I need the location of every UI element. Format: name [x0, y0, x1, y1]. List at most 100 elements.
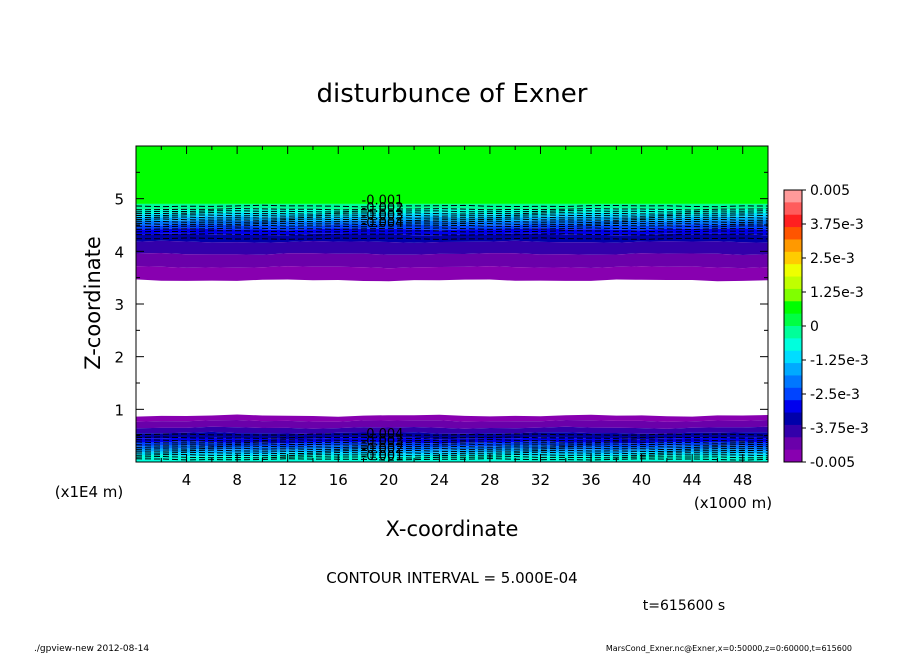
contour-line [135, 220, 769, 224]
colorbar-swatch [784, 264, 802, 278]
colorbar-tick-label: 3.75e-3 [810, 217, 864, 233]
x-tick-label: 44 [683, 471, 702, 489]
colorbar-swatch [784, 214, 802, 228]
colorbar-swatch [784, 276, 802, 290]
contour-line [135, 453, 769, 457]
contour-band [136, 420, 768, 429]
x-unit-label: (x1000 m) [694, 494, 772, 512]
y-tick-label: 3 [114, 296, 124, 314]
contour-band [136, 240, 768, 255]
contour-line [135, 218, 768, 222]
y-unit-label: (x1E4 m) [55, 483, 124, 501]
contour-band [136, 451, 768, 457]
colorbar-tick-label: 0 [810, 319, 819, 335]
x-tick-label: 4 [182, 471, 192, 489]
contour-label: -0.003 [362, 434, 404, 449]
contour-band [136, 233, 768, 243]
contour-band [136, 414, 768, 422]
contour-interval-text: CONTOUR INTERVAL = 5.000E-04 [326, 569, 577, 587]
colorbar-tick-label: 2.5e-3 [810, 251, 855, 267]
region-zero [136, 146, 768, 204]
x-tick-label: 40 [632, 471, 651, 489]
contour-line [135, 216, 769, 219]
contour-label: -0.002 [362, 442, 404, 457]
contour-label: -0.001 [362, 194, 404, 209]
contour-line [136, 449, 769, 453]
contour-band [136, 448, 768, 454]
colorbar: 0.005 3.75e-3 2.5e-3 1.25e-3 0 -1.25e-3 -2.5e-… [783, 183, 869, 471]
footer-right: MarsCond_Exner.nc@Exner,x=0:50000,z=0:60… [606, 644, 852, 653]
x-tick-label: 36 [581, 471, 600, 489]
footer-left: ./gpview-new 2012-08-14 [34, 644, 149, 654]
contour-line [135, 443, 769, 446]
contour-line [135, 210, 769, 213]
y-tick-label: 4 [114, 243, 124, 261]
colorbar-tick-label: -2.5e-3 [810, 387, 860, 403]
plot-area [136, 146, 768, 462]
colorbar-swatch [784, 301, 802, 315]
contour-band [136, 253, 768, 269]
x-tick-label: 8 [232, 471, 242, 489]
contour-line [135, 224, 769, 228]
contour-line [135, 230, 769, 233]
y-axis-label: Z-coordinate [81, 236, 105, 370]
contour-line [135, 441, 769, 444]
colorbar-swatch [784, 251, 802, 265]
x-tick-label: 16 [329, 471, 348, 489]
contour-line [135, 451, 769, 455]
contour-line [135, 433, 769, 436]
y-tick-label: 5 [114, 191, 124, 209]
colorbar-swatch [784, 326, 802, 339]
chart-title: disturbunce of Exner [317, 79, 588, 109]
contour-line [136, 233, 769, 236]
contour-label: -0.003 [362, 208, 404, 223]
time-label: t=615600 s [643, 598, 725, 614]
contour-label: -0.004 [362, 427, 404, 442]
colorbar-swatch [784, 437, 802, 451]
x-tick-label: 32 [531, 471, 550, 489]
contour-line [135, 458, 769, 461]
x-tick-label: 28 [480, 471, 499, 489]
colorbar-swatch [784, 375, 802, 389]
colorbar-swatch [784, 412, 802, 426]
contour-line [135, 222, 769, 226]
contour-line [135, 455, 768, 459]
colorbar-swatch [784, 202, 802, 216]
colorbar-swatch [784, 449, 802, 463]
colorbar-tick-label: 1.25e-3 [810, 285, 864, 301]
colorbar-tick-label: -3.75e-3 [810, 421, 869, 437]
contour-line [135, 227, 769, 231]
x-tick-label: 48 [733, 471, 752, 489]
contour-label: -0.002 [362, 201, 404, 216]
colorbar-swatch [784, 313, 802, 327]
x-tick-label: 24 [430, 471, 449, 489]
colorbar-swatch [784, 288, 802, 302]
contour-line [135, 439, 769, 442]
contour-band [136, 266, 768, 282]
contour-lines [135, 204, 769, 461]
contour-line [135, 447, 769, 451]
colorbar-swatch [784, 363, 802, 376]
y-tick-label: 1 [114, 401, 124, 419]
colorbar-swatch [784, 350, 802, 364]
x-tick-label: 20 [379, 471, 398, 489]
colorbar-tick-label: 0.005 [810, 183, 850, 199]
colorbar-swatch [784, 424, 802, 438]
contour-labels: -0.001-0.002-0.003-0.004-0.004-0.003-0.0… [362, 194, 404, 464]
contour-line [136, 237, 769, 240]
contour-line [135, 212, 769, 215]
contour-label: -0.001 [362, 449, 404, 464]
colorbar-swatch [784, 400, 802, 414]
colorbar-swatch [784, 190, 802, 203]
contour-line [135, 445, 769, 449]
y-tick-label: 2 [114, 349, 124, 367]
colorbar-swatch [784, 338, 802, 352]
contour-line [135, 436, 768, 440]
x-tick-label: 12 [278, 471, 297, 489]
contour-line [135, 204, 769, 208]
colorbar-swatch [784, 387, 802, 401]
contour-label: -0.004 [362, 216, 404, 231]
contour-band [136, 426, 768, 434]
